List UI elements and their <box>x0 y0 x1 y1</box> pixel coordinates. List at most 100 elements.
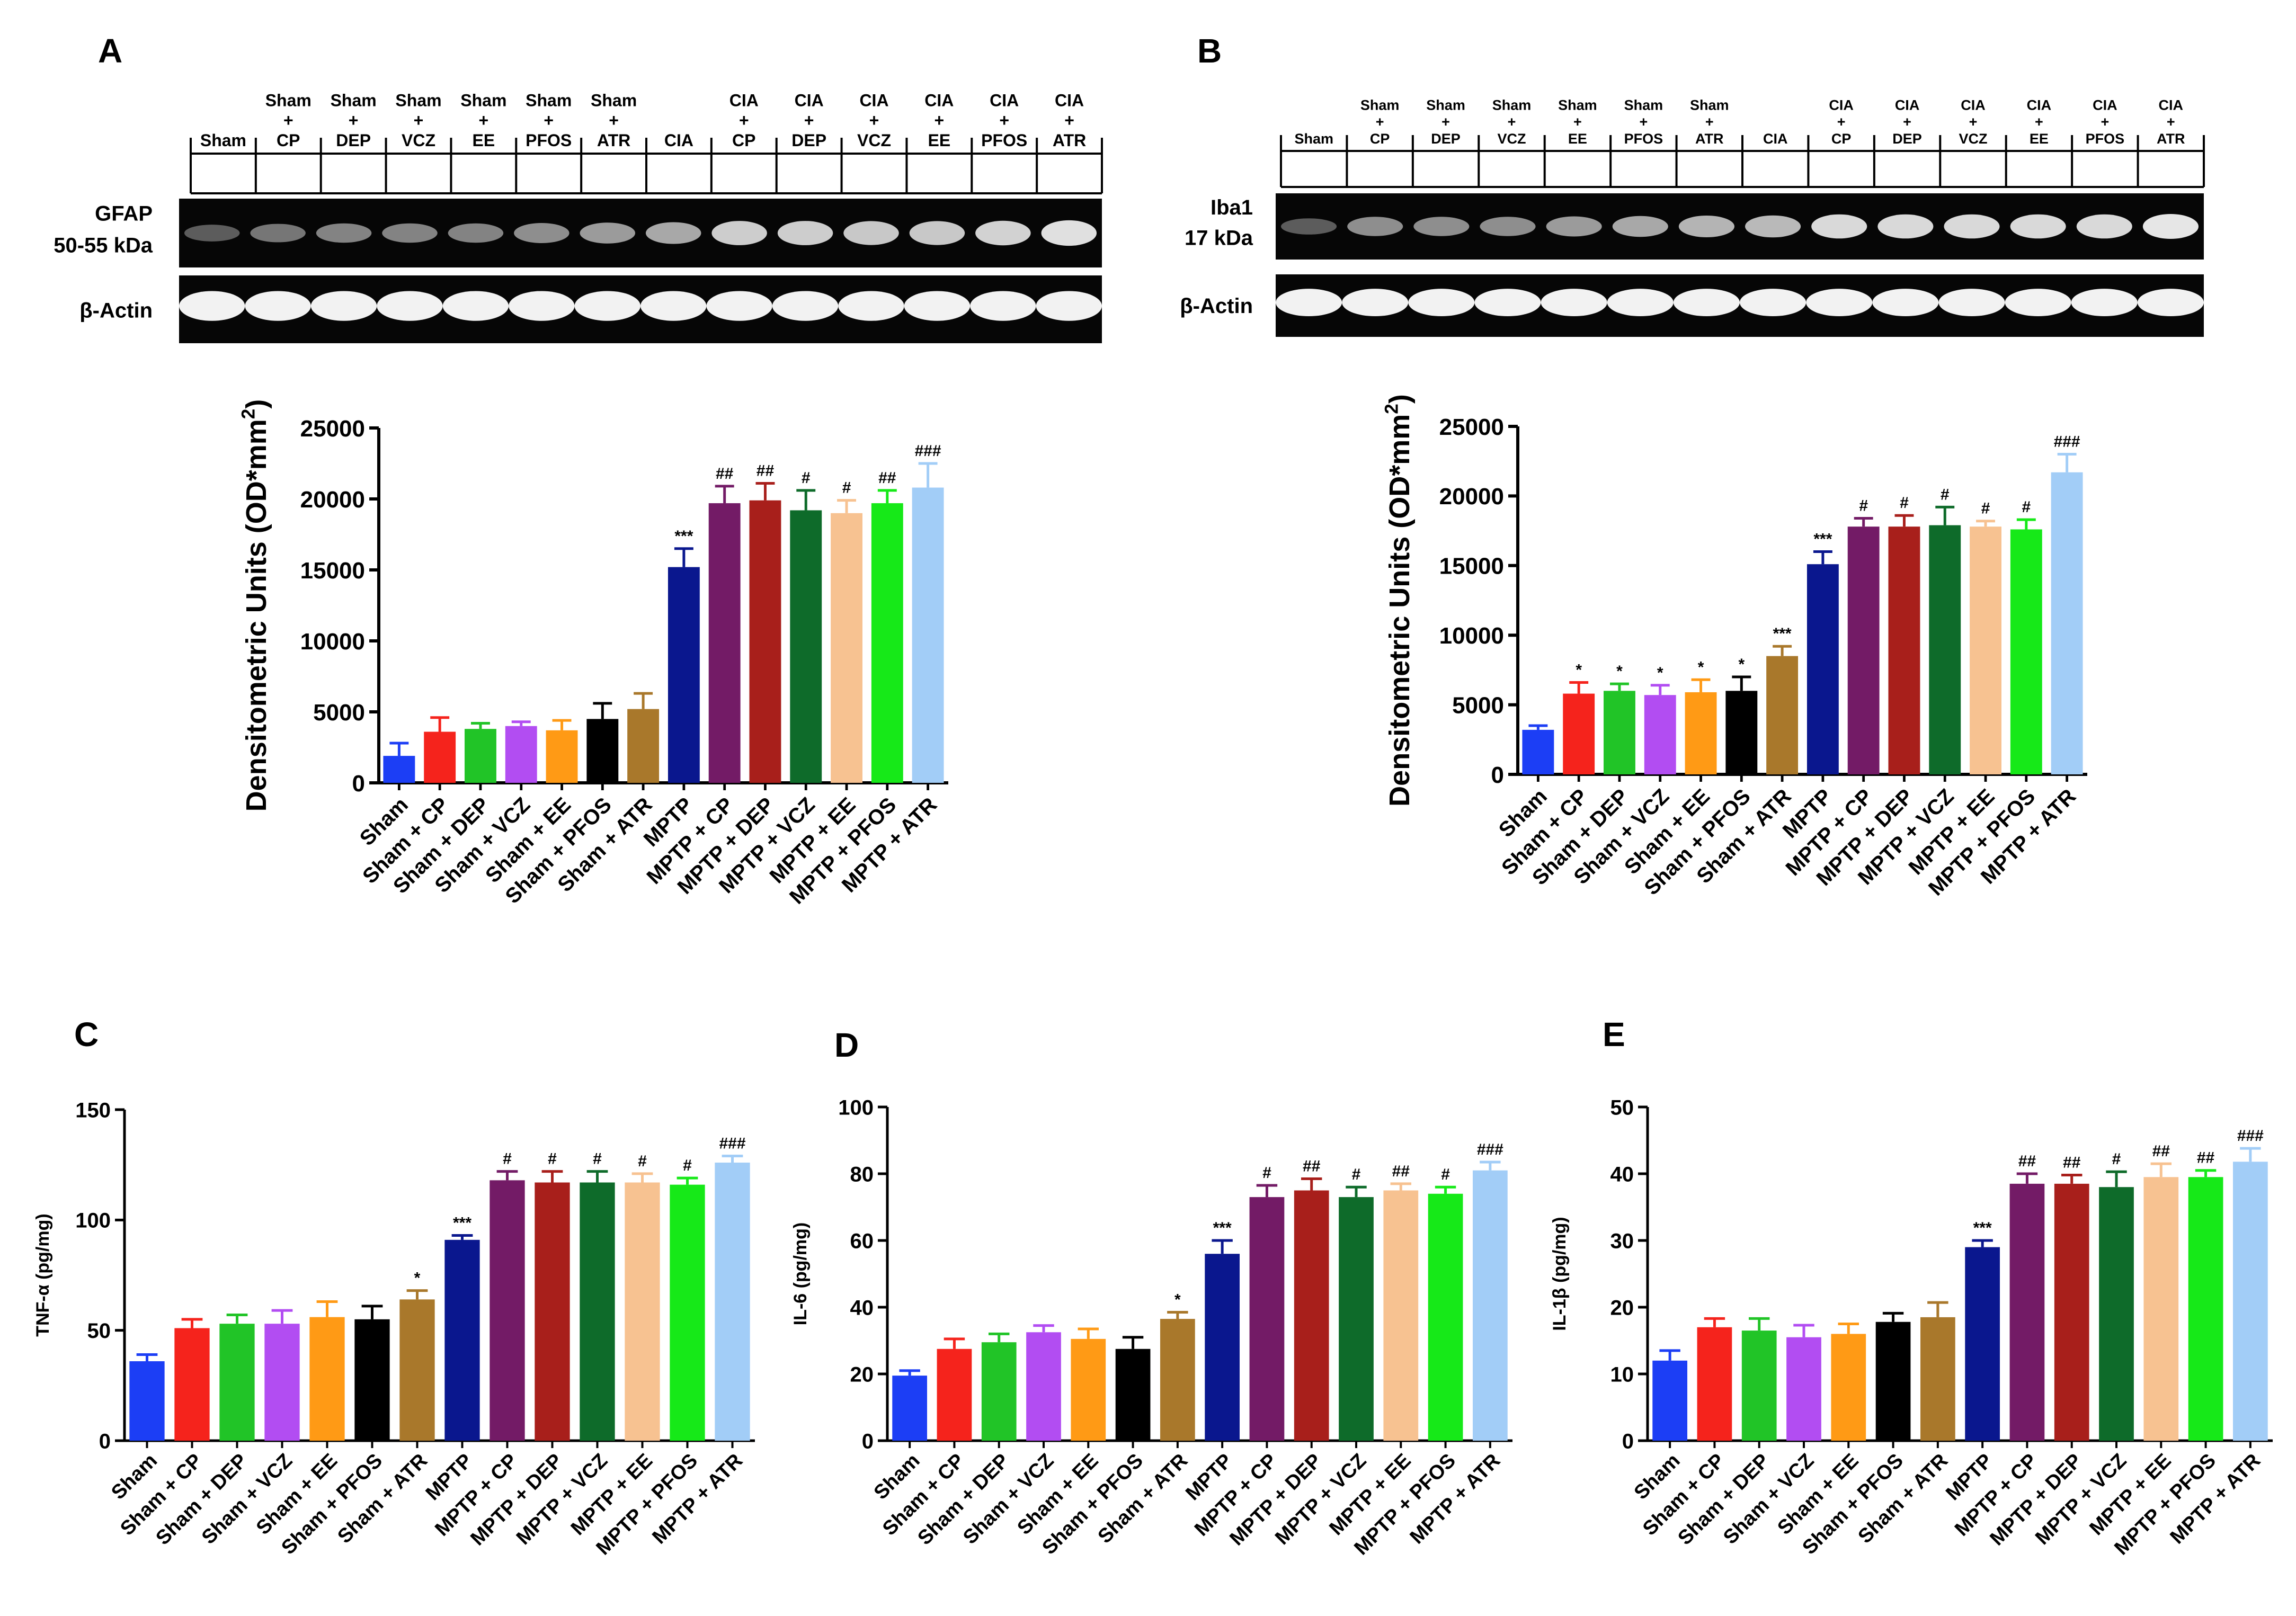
lane-label: + <box>804 111 814 130</box>
actin-band <box>574 291 641 321</box>
bar-sham-ee <box>309 1317 345 1441</box>
actin-band <box>442 291 509 321</box>
y-tick-label: 80 <box>850 1163 874 1186</box>
lane-label: CIA <box>729 91 759 110</box>
lane-label: Sham <box>395 91 441 110</box>
lane-label: Sham <box>1294 131 1333 147</box>
lane-label: EE <box>473 131 495 150</box>
target-band <box>580 222 636 244</box>
bar-mptp-vcz <box>1929 525 1961 774</box>
y-tick-label: 50 <box>87 1319 111 1343</box>
bar-sham-dep <box>465 729 496 783</box>
significance-marker: *** <box>1213 1219 1232 1237</box>
lane-label: DEP <box>1892 131 1922 147</box>
significance-marker: # <box>1352 1166 1361 1183</box>
lane-label: DEP <box>1431 131 1461 147</box>
y-tick-label: 5000 <box>313 700 365 726</box>
lane-label: + <box>935 111 945 130</box>
bar-sham-cp <box>1563 693 1595 774</box>
significance-marker: # <box>503 1150 512 1168</box>
actin-band <box>310 291 377 321</box>
y-tick-label: 15000 <box>300 558 365 584</box>
bar-sham-cp <box>1697 1327 1732 1441</box>
significance-marker: # <box>1941 486 1950 503</box>
blot-B: ShamSham+CPSham+DEPSham+VCZSham+EESham+P… <box>1180 97 2205 337</box>
bar-sham <box>892 1376 928 1441</box>
lane-label: + <box>1639 114 1648 130</box>
target-band <box>184 225 240 242</box>
bar-sham-atr <box>627 709 660 783</box>
target-band <box>1877 214 1934 239</box>
bar-mptp-cp <box>490 1180 525 1441</box>
actin-band <box>245 291 311 321</box>
lane-label: PFOS <box>526 131 572 150</box>
lane-label: Sham <box>591 91 637 110</box>
y-axis-label: TNF-α (pg/mg) <box>33 1213 53 1336</box>
blot-label: 17 kDa <box>1185 227 1253 250</box>
bar-sham-atr <box>1160 1319 1195 1441</box>
bar-mptp-atr <box>2232 1162 2268 1441</box>
lane-label: + <box>999 111 1009 130</box>
target-band <box>1944 214 2000 239</box>
target-band <box>1041 220 1097 246</box>
y-tick-label: 20 <box>850 1363 874 1386</box>
actin-band <box>1607 289 1674 317</box>
target-band <box>1546 216 1602 237</box>
lane-label: ATR <box>597 131 630 150</box>
target-band <box>2010 214 2066 239</box>
panel-label-E: E <box>1603 1015 1625 1053</box>
target-band <box>711 221 767 245</box>
significance-marker: * <box>1657 664 1663 682</box>
bar-mptp-dep <box>535 1182 570 1441</box>
bar-mptp-pfos <box>2010 529 2042 774</box>
y-axis-label-tail: ) <box>1384 394 1416 404</box>
bar-mptp-dep <box>749 500 781 783</box>
y-tick-label: 0 <box>352 771 365 797</box>
actin-band <box>904 291 971 321</box>
actin-band <box>179 291 245 321</box>
significance-marker: ## <box>1392 1163 1410 1180</box>
bar-sham-vcz <box>264 1324 300 1441</box>
bar-sham-pfos <box>1115 1349 1151 1441</box>
significance-marker: ### <box>2054 433 2080 451</box>
bar-mptp-dep <box>2054 1183 2089 1441</box>
target-band <box>2142 214 2199 239</box>
y-tick-label: 100 <box>838 1096 874 1119</box>
target-band <box>1413 217 1470 236</box>
lane-label: VCZ <box>402 131 435 150</box>
lane-label: Sham <box>460 91 506 110</box>
y-axis-label: IL-1β (pg/mg) <box>1550 1217 1570 1331</box>
bar-mptp-vcz <box>580 1182 615 1441</box>
bar-mptp-dep <box>1294 1190 1329 1441</box>
bar-sham-pfos <box>354 1319 390 1441</box>
blot-A: ShamSham+CPSham+DEPSham+VCZSham+EESham+P… <box>54 91 1103 343</box>
lane-label: + <box>609 111 619 130</box>
bar-mptp <box>668 567 700 783</box>
lane-label: Sham <box>1426 97 1465 113</box>
actin-band <box>2005 289 2071 317</box>
significance-marker: ## <box>2018 1153 2036 1170</box>
y-axis-label-text: Densitometric Units (OD*mm <box>241 419 272 811</box>
y-tick-label: 20000 <box>300 487 365 513</box>
significance-marker: ## <box>878 469 896 487</box>
lane-label: CIA <box>1763 131 1788 147</box>
significance-marker: # <box>593 1150 602 1168</box>
panel-label-A: A <box>98 32 122 70</box>
y-tick-label: 40 <box>1610 1163 1634 1186</box>
target-band <box>1281 218 1337 235</box>
lane-label: + <box>1837 114 1846 130</box>
blot-label: GFAP <box>95 202 153 226</box>
significance-marker: *** <box>1973 1219 1992 1237</box>
lane-label: ATR <box>1695 131 1724 147</box>
lane-label: CIA <box>2027 97 2052 113</box>
lane-label: ATR <box>2157 131 2185 147</box>
y-tick-label: 0 <box>1491 762 1504 788</box>
significance-marker: # <box>1900 494 1909 512</box>
chart-A: 0 5000 10000 15000 20000 25000 Densitometric U… <box>238 399 948 909</box>
lane-label: + <box>1969 114 1978 130</box>
y-tick-label: 30 <box>1610 1229 1634 1253</box>
actin-band <box>1541 289 1607 317</box>
y-tick-label: 25000 <box>1439 414 1504 440</box>
